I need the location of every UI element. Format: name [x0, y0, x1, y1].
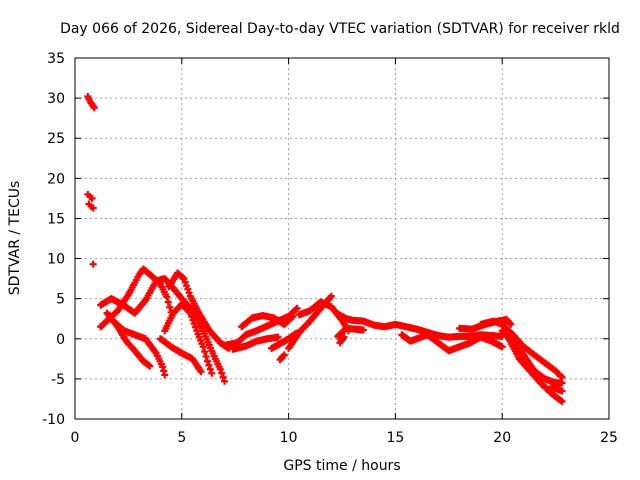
data-point	[206, 365, 214, 373]
data-point	[188, 313, 196, 321]
data-point	[197, 368, 205, 376]
data-point	[292, 305, 300, 313]
data-point	[205, 361, 213, 369]
data-point	[163, 293, 171, 301]
data-point	[558, 387, 566, 395]
data-point	[288, 313, 296, 321]
y-tick-label: -10	[42, 412, 65, 428]
axis-ticks: 0 5 10 15 20 25 -10 -5 0 5 10 15 20 25 30 35	[42, 51, 618, 446]
y-tick-label: 20	[47, 171, 65, 187]
x-tick-label: 5	[177, 430, 186, 446]
x-axis-title: GPS time / hours	[283, 458, 400, 474]
data-point	[558, 379, 566, 387]
y-tick-label: 5	[56, 292, 65, 308]
y-tick-label: 0	[56, 332, 65, 348]
data-point	[293, 304, 301, 312]
data-point	[558, 397, 566, 405]
data-point	[208, 369, 216, 377]
data-point	[181, 278, 189, 286]
data-point	[327, 292, 335, 300]
y-tick-label: 10	[47, 252, 65, 268]
data-point	[185, 289, 193, 297]
y-tick-label: 30	[47, 91, 65, 107]
data-point	[186, 309, 194, 317]
y-axis-title: SDTVAR / TECUs	[7, 181, 23, 296]
data-point	[182, 282, 190, 290]
data-point	[161, 371, 169, 379]
data-point	[498, 343, 506, 351]
data-point	[221, 377, 229, 385]
data-point	[359, 326, 367, 334]
data-point	[218, 369, 226, 377]
data-point	[189, 316, 197, 324]
data-point	[340, 333, 348, 341]
y-tick-label: 15	[47, 211, 65, 227]
data-point	[216, 365, 224, 373]
data-point	[201, 348, 209, 356]
data-point	[146, 362, 154, 370]
y-tick-label: 35	[47, 51, 65, 67]
data-point	[88, 194, 96, 202]
data-point	[202, 352, 210, 360]
data-point	[89, 204, 97, 212]
data-point	[507, 320, 515, 328]
x-tick-label: 0	[71, 430, 80, 446]
data-point	[90, 104, 98, 112]
plot-border	[74, 57, 610, 420]
data-point	[199, 343, 207, 351]
data-points	[84, 93, 566, 405]
data-point	[274, 333, 282, 341]
chart-title: Day 066 of 2026, Sidereal Day-to-day VTE…	[60, 21, 620, 37]
data-point	[164, 298, 172, 306]
y-tick-label: -5	[51, 372, 65, 388]
x-tick-label: 10	[280, 430, 298, 446]
data-point	[180, 275, 188, 283]
data-point	[289, 312, 297, 320]
data-point	[190, 320, 198, 328]
data-point	[166, 303, 174, 311]
data-point	[203, 357, 211, 365]
y-tick-label: 25	[47, 131, 65, 147]
data-point	[191, 323, 199, 331]
x-tick-label: 20	[493, 430, 511, 446]
x-tick-label: 15	[386, 430, 404, 446]
data-point	[89, 260, 97, 268]
data-point	[280, 351, 288, 359]
data-point	[184, 285, 192, 293]
data-point	[219, 373, 227, 381]
x-tick-label: 25	[600, 430, 618, 446]
